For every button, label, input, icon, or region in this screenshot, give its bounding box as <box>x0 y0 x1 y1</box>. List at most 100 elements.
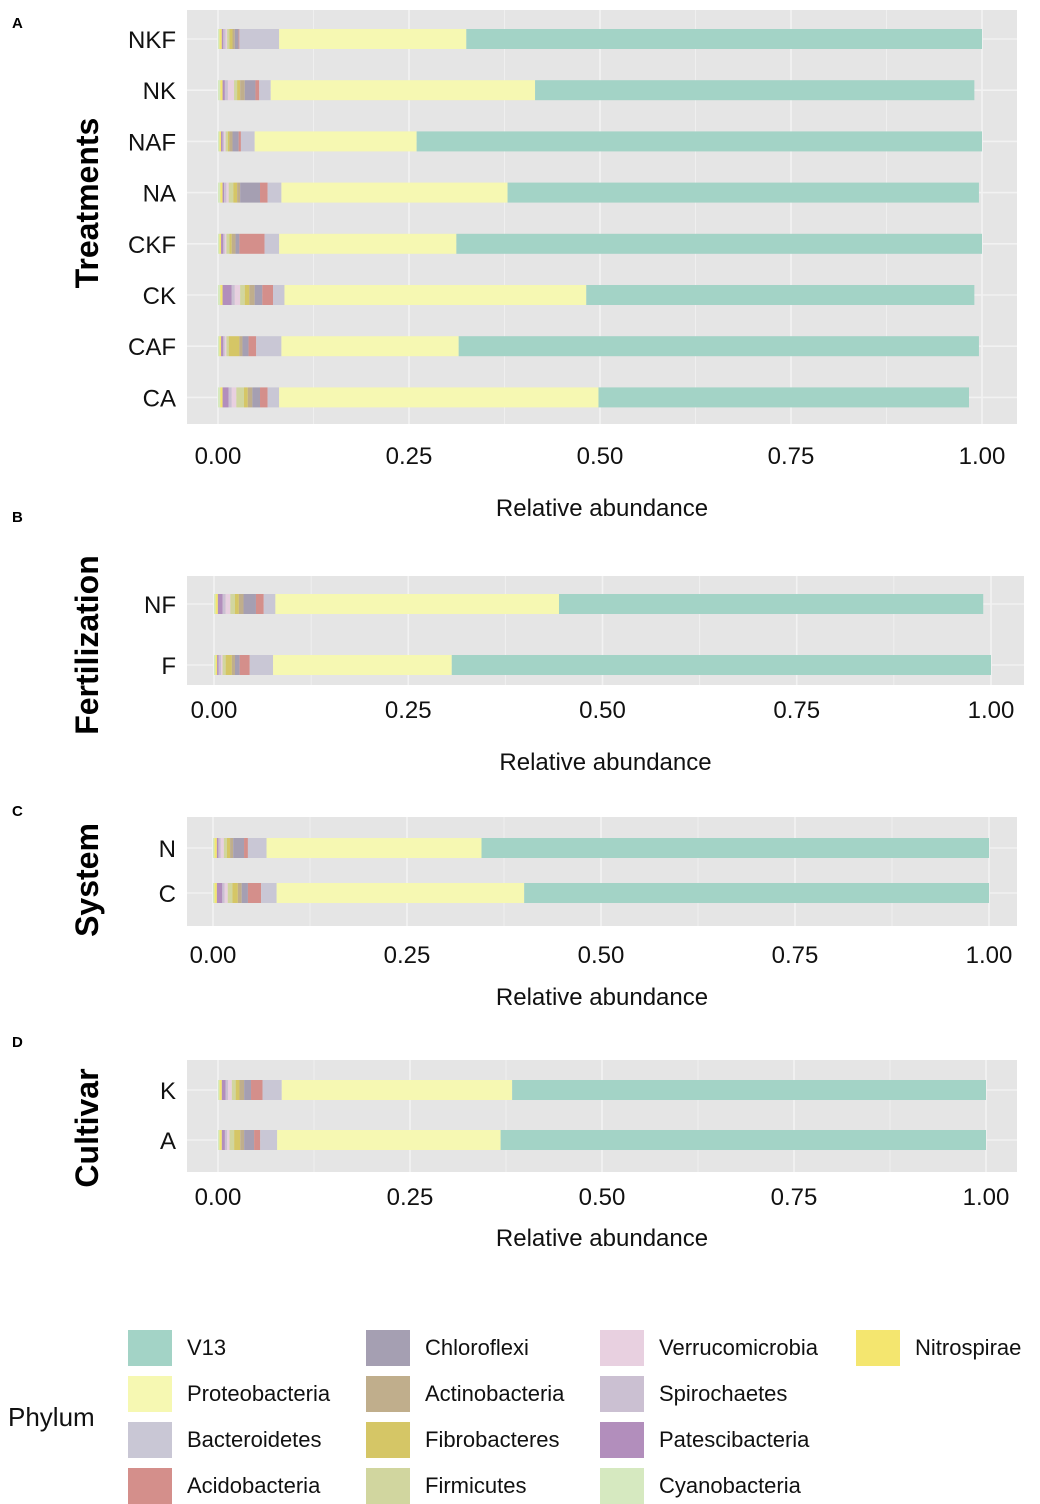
legend-item: Patescibacteria <box>600 1422 810 1458</box>
bar-segment-cyanobacteria <box>218 1080 220 1100</box>
legend-swatch <box>128 1468 172 1504</box>
bar-segment-verrucomicrobia <box>224 233 227 254</box>
bar-segment-cyanobacteria <box>218 285 221 305</box>
x-axis-title: Relative abundance <box>496 495 708 522</box>
bar-segment-firmicutes <box>226 336 229 357</box>
bar-segment-spirochaetes <box>224 182 227 203</box>
y-axis-title: Treatments <box>69 118 105 289</box>
x-tick-label: 0.50 <box>577 443 624 470</box>
x-tick-label: 0.75 <box>771 1184 818 1211</box>
bar-segment-patescibacteria <box>216 838 219 858</box>
bar-segment-v13 <box>481 838 989 858</box>
legend-label: Chloroflexi <box>425 1335 529 1360</box>
x-tick-label: 0.25 <box>385 697 432 724</box>
bar-segment-acidobacteria <box>262 285 274 305</box>
bar-segment-verrucomicrobia <box>226 182 229 203</box>
bar-segment-v13 <box>500 1130 986 1150</box>
bar-segment-bacteroidetes <box>264 233 280 254</box>
bar-segment-actinobacteria <box>229 131 233 152</box>
bar-segment-fibrobacteres <box>243 387 248 408</box>
legend-swatch <box>600 1376 644 1412</box>
bar-segment-chloroflexi <box>233 838 245 858</box>
bar-segment-spirochaetes <box>228 387 232 408</box>
bar-segment-nitrospirae <box>220 80 223 101</box>
bar-segment-actinobacteria <box>231 233 236 254</box>
bar-segment-spirochaetes <box>231 285 235 305</box>
bar-segment-firmicutes <box>228 182 234 203</box>
bar-segment-cyanobacteria <box>218 1130 220 1150</box>
bar-segment-v13 <box>558 594 984 614</box>
bar-segment-actinobacteria <box>249 285 255 305</box>
bar-segment-v13 <box>512 1080 986 1100</box>
bar-segment-patescibacteria <box>222 182 225 203</box>
bar-segment-spirochaetes <box>224 1130 228 1150</box>
bar-segment-verrucomicrobia <box>224 883 228 903</box>
legend-label: Proteobacteria <box>187 1381 331 1406</box>
y-tick-label: NF <box>144 592 176 619</box>
y-axis-title: Fertilization <box>69 555 105 735</box>
bar-segment-bacteroidetes <box>256 336 282 357</box>
bar-segment-v13 <box>451 655 992 675</box>
bar-segment-bacteroidetes <box>239 29 280 49</box>
bar-segment-actinobacteria <box>230 838 234 858</box>
bar-segment-actinobacteria <box>239 336 243 357</box>
legend-swatch <box>600 1468 644 1504</box>
bar-segment-proteobacteria <box>279 387 599 408</box>
bar-segment-nitrospirae <box>214 883 217 903</box>
bar-segment-proteobacteria <box>254 131 417 152</box>
legend-item: Proteobacteria <box>128 1376 331 1412</box>
x-tick-label: 0.50 <box>579 1184 626 1211</box>
x-axis-title: Relative abundance <box>496 1225 708 1252</box>
y-tick-label: CA <box>143 385 176 412</box>
bar-segment-verrucomicrobia <box>234 285 241 305</box>
x-tick-label: 1.00 <box>968 697 1015 724</box>
bar-segment-chloroflexi <box>254 285 263 305</box>
y-tick-label: CK <box>143 283 176 310</box>
bar-segment-v13 <box>466 29 982 49</box>
legend-item: Verrucomicrobia <box>600 1330 819 1366</box>
y-tick-label: N <box>159 836 176 863</box>
bar-segment-actinobacteria <box>239 1080 245 1100</box>
bar-segment-spirochaetes <box>224 80 228 101</box>
bar-segment-verrucomicrobia <box>227 1130 230 1150</box>
bar-segment-verrucomicrobia <box>231 387 237 408</box>
legend-label: Verrucomicrobia <box>659 1335 819 1360</box>
bar-segment-firmicutes <box>226 233 230 254</box>
bar-segment-verrucomicrobia <box>225 594 231 614</box>
legend-item: Actinobacteria <box>366 1376 565 1412</box>
x-tick-label: 0.75 <box>773 697 820 724</box>
bar-segment-bacteroidetes <box>240 131 255 152</box>
bar-segment-spirochaetes <box>222 594 226 614</box>
bar-segment-firmicutes <box>222 655 226 675</box>
bar-segment-v13 <box>458 336 979 357</box>
bar-segment-proteobacteria <box>281 182 508 203</box>
legend-item: Bacteroidetes <box>128 1422 322 1458</box>
bar-segment-proteobacteria <box>276 883 525 903</box>
bar-segment-acidobacteria <box>247 883 262 903</box>
bar-segment-verrucomicrobia <box>220 655 223 675</box>
bar-segment-actinobacteria <box>240 80 245 101</box>
bar-segment-bacteroidetes <box>261 883 277 903</box>
x-tick-label: 0.25 <box>386 443 433 470</box>
bar-segment-spirochaetes <box>225 1080 228 1100</box>
bar-segment-firmicutes <box>227 29 230 49</box>
y-tick-label: K <box>160 1078 176 1105</box>
legend-label: Firmicutes <box>425 1473 526 1498</box>
bar-segment-nitrospirae <box>214 838 217 858</box>
y-tick-label: CKF <box>128 232 176 259</box>
x-tick-label: 0.75 <box>768 443 815 470</box>
plot-background <box>187 817 1017 926</box>
bar-segment-firmicutes <box>230 594 235 614</box>
bar-segment-spirochaetes <box>223 233 225 254</box>
legend-swatch <box>366 1422 410 1458</box>
bar-segment-fibrobacteres <box>234 594 239 614</box>
bar-segment-v13 <box>598 387 970 408</box>
bar-segment-patescibacteria <box>216 883 223 903</box>
x-tick-label: 1.00 <box>959 443 1006 470</box>
bar-segment-patescibacteria <box>221 1080 226 1100</box>
legend-swatch <box>366 1330 410 1366</box>
bar-segment-fibrobacteres <box>235 1080 240 1100</box>
bar-segment-verrucomicrobia <box>227 1080 232 1100</box>
bar-segment-chloroflexi <box>242 336 249 357</box>
x-tick-label: 1.00 <box>966 942 1013 969</box>
